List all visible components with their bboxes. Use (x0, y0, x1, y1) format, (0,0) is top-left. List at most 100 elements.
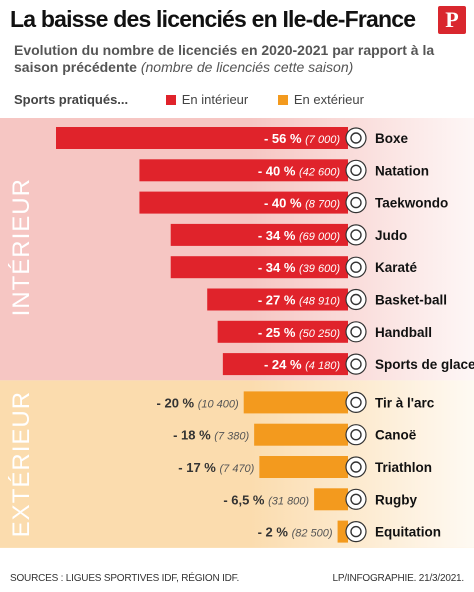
swimmer-icon-glyph (350, 164, 362, 176)
data-label-percent: - 40 % (264, 196, 305, 211)
data-label: - 18 % (7 380) (173, 428, 249, 443)
section-label-indoor: INTÉRIEUR (8, 178, 35, 316)
data-label-count: (48 910) (299, 296, 340, 308)
ice-skate-icon (345, 353, 367, 375)
rugby-ball-icon-glyph (350, 493, 362, 505)
data-label-percent: - 25 % (258, 325, 299, 340)
bar-natation (139, 159, 348, 182)
ice-skate-icon-circle (345, 353, 367, 375)
basketball-icon-glyph (350, 293, 362, 306)
data-label: - 27 % (48 910) (258, 293, 340, 308)
data-label: - 17 % (7 470) (178, 460, 254, 475)
data-label-count: (7 000) (305, 134, 340, 146)
legend-label-outdoor: En extérieur (293, 92, 364, 107)
karate-icon-circle (345, 256, 367, 278)
taekwondo-kick-icon-glyph (350, 196, 362, 209)
triathlon-cyclist-icon-glyph (350, 461, 362, 473)
bar-chart: INTÉRIEUR EXTÉRIEUR - 56 % (7 000) Boxe - 40… (0, 118, 474, 548)
data-label-count: (42 600) (299, 166, 340, 178)
bar-cano- (254, 423, 348, 446)
data-label-count: (31 800) (268, 495, 309, 507)
legend-swatch-outdoor (277, 95, 288, 105)
category-label: Judo (375, 228, 407, 243)
category-label: Canoë (375, 428, 417, 443)
bar-judo (170, 223, 348, 246)
data-label-count: (10 400) (198, 398, 239, 410)
data-label-count: (82 500) (292, 528, 333, 540)
basketball-icon-circle (345, 288, 367, 311)
judo-icon (345, 224, 367, 246)
data-label-percent: - 56 % (264, 131, 305, 146)
handball-icon (345, 321, 367, 343)
bar-karat- (170, 256, 348, 279)
data-label: - 20 % (10 400) (157, 395, 239, 410)
bar-handball (217, 320, 348, 343)
canoe-icon-circle (345, 424, 367, 446)
legend-label-indoor: En intérieur (181, 92, 249, 107)
sources-note: SOURCES : LIGUES SPORTIVES IDF, RÉGION I… (10, 573, 240, 584)
karate-icon (345, 256, 367, 278)
category-label: Natation (375, 163, 429, 178)
taekwondo-kick-icon-circle (345, 191, 367, 214)
data-label: - 40 % (8 700) (264, 196, 340, 211)
data-label-percent: - 20 % (157, 395, 198, 410)
bar-tir-l-arc (243, 391, 348, 414)
bar-equitation (337, 520, 348, 543)
chart-title: La baisse des licenciés en Ile-de-France (10, 6, 416, 32)
bar-boxe (56, 127, 348, 149)
newspaper-logo: P (438, 6, 466, 34)
horse-icon-circle (345, 521, 367, 543)
category-label: Boxe (375, 131, 409, 146)
horse-icon-glyph (350, 525, 362, 538)
category-label: Triathlon (375, 460, 432, 475)
data-label-percent: - 6,5 % (223, 492, 268, 507)
category-label: Taekwondo (375, 196, 448, 211)
boxing-glove-icon-glyph (350, 132, 362, 144)
rugby-ball-icon (345, 488, 367, 510)
data-label-percent: - 34 % (258, 228, 299, 243)
legend: Sports pratiqués... En intérieur En exté… (14, 92, 390, 107)
taekwondo-kick-icon (345, 191, 367, 214)
bar-sports-de-glace (222, 353, 348, 376)
data-label: - 34 % (39 600) (258, 260, 340, 275)
legend-swatch-indoor (165, 95, 176, 105)
data-label: - 56 % (7 000) (264, 131, 340, 146)
archery-target-icon-glyph (350, 396, 362, 409)
category-label: Karaté (375, 260, 418, 275)
handball-icon-circle (345, 321, 367, 343)
subtitle-note: (nombre de licenciés cette saison) (140, 59, 354, 75)
canoe-icon-glyph (350, 429, 362, 441)
data-label-percent: - 34 % (258, 260, 299, 275)
data-label-percent: - 18 % (173, 428, 214, 443)
data-label-count: (8 700) (305, 199, 340, 211)
data-label-percent: - 24 % (264, 357, 305, 372)
triathlon-cyclist-icon (345, 456, 367, 478)
data-label-count: (4 180) (305, 360, 340, 372)
data-label: - 34 % (69 000) (258, 228, 340, 243)
data-label-count: (7 380) (214, 431, 249, 443)
category-label: Sports de glace (375, 357, 474, 372)
handball-icon-glyph (350, 326, 362, 338)
legend-item-indoor: En intérieur (165, 92, 249, 107)
judo-icon-glyph (350, 229, 362, 241)
category-label: Equitation (375, 525, 441, 540)
data-label-percent: - 2 % (258, 525, 292, 540)
data-label-count: (69 000) (299, 231, 340, 243)
category-label: Tir à l'arc (375, 395, 435, 410)
boxing-glove-icon (345, 127, 367, 149)
swimmer-icon (345, 159, 367, 181)
judo-icon-circle (345, 224, 367, 246)
bar-taekwondo (139, 191, 348, 214)
legend-lead: Sports pratiqués... (14, 92, 129, 107)
category-label: Basket-ball (375, 293, 447, 308)
data-label-count: (39 600) (299, 263, 340, 275)
data-label-percent: - 27 % (258, 293, 299, 308)
data-label-count: (50 250) (299, 328, 340, 340)
rugby-ball-icon-circle (345, 488, 367, 510)
chart-subtitle: Evolution du nombre de licenciés en 2020… (14, 42, 454, 76)
ice-skate-icon-glyph (350, 358, 362, 370)
swimmer-icon-circle (345, 159, 367, 181)
bar-basket-ball (207, 288, 348, 311)
boxing-glove-icon-circle (345, 127, 367, 149)
